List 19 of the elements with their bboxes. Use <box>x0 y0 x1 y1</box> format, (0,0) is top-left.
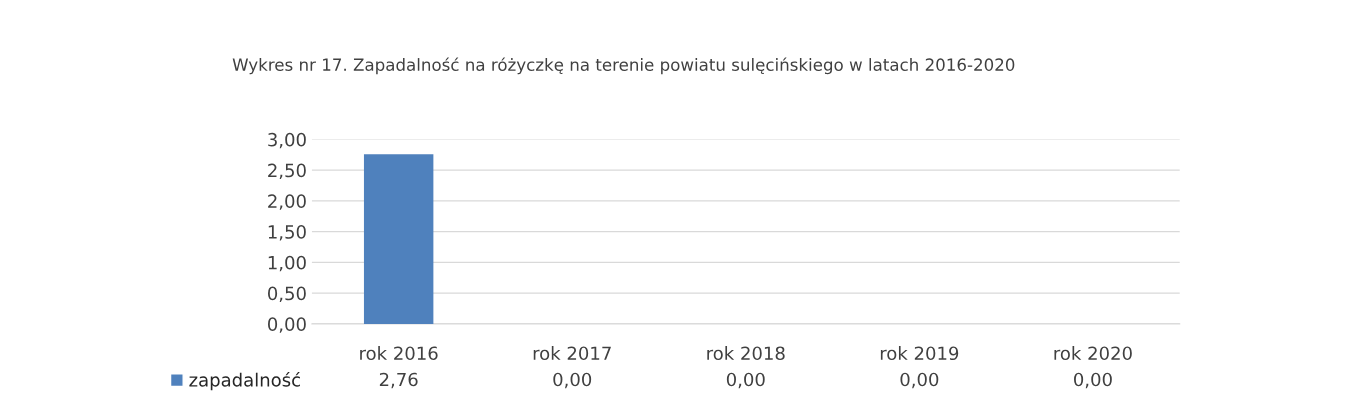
y-tick-label: 2,00 <box>268 194 306 210</box>
data-label: 2,76 <box>379 372 418 389</box>
x-tick-label: rok 2019 <box>880 346 959 361</box>
data-label: 0,00 <box>1074 372 1112 389</box>
y-tick-label: 0,50 <box>268 286 306 303</box>
data-label: 0,00 <box>726 372 765 389</box>
x-tick-label: rok 2020 <box>1054 346 1132 361</box>
chart-title: Wykres nr 17. Zapadalność na różyczkę na terenie powiatu sulęcińskiego w latach 2016-2020 <box>232 57 1015 75</box>
x-tick-label: rok 2017 <box>533 346 611 361</box>
x-tick-label: rok 2016 <box>360 346 438 361</box>
x-tick-label: rok 2018 <box>707 346 785 361</box>
data-label: 0,00 <box>553 372 592 389</box>
y-tick-label: 1,50 <box>268 225 306 241</box>
y-tick-label: 3,00 <box>268 132 306 149</box>
data-label: 0,00 <box>900 372 939 389</box>
y-tick-label: 0,00 <box>268 317 306 333</box>
y-tick-label: 1,00 <box>268 255 306 272</box>
y-tick-label: 2,50 <box>268 163 306 180</box>
legend-label: zapadalność <box>189 372 300 391</box>
